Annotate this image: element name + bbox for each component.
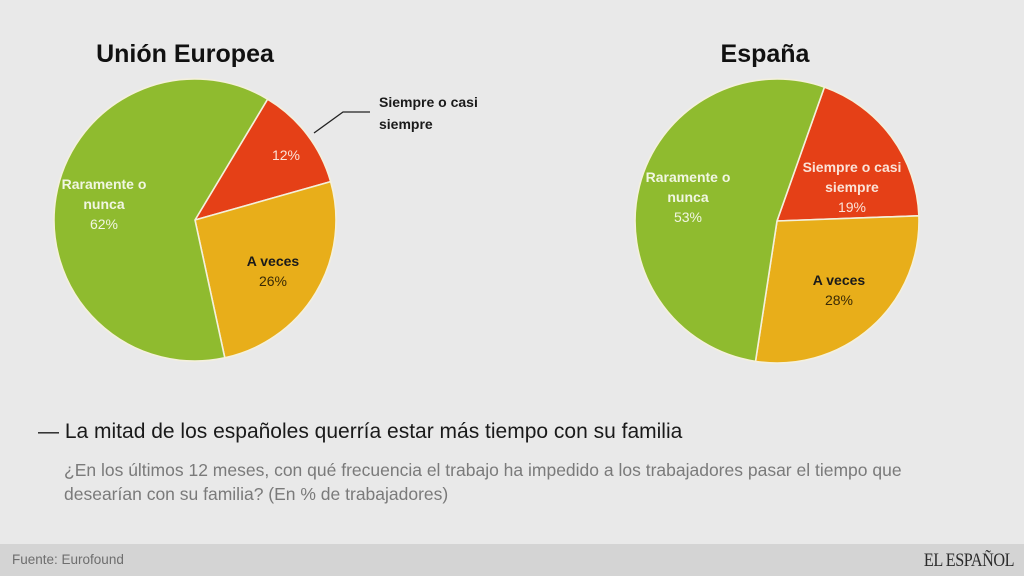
- eu-siempre-pct: 12%: [272, 147, 300, 163]
- es-aveces-label: A veces: [813, 272, 866, 288]
- es-slice-a-veces: [754, 215, 920, 364]
- pie-charts-canvas: 12% Siempre o casi siempre A veces 26% R…: [53, 78, 920, 364]
- chart-title-eu: Unión Europea: [96, 40, 274, 68]
- headline: — La mitad de los españoles querría esta…: [38, 420, 683, 443]
- es-siempre-label-line2: siempre: [825, 179, 879, 195]
- source-label: Fuente: Eurofound: [12, 552, 124, 567]
- es-slice-raramente: [634, 78, 826, 363]
- es-slice-siempre: [776, 86, 920, 222]
- es-siempre-pct: 19%: [838, 199, 866, 215]
- footer-bar: Fuente: Eurofound EL ESPAÑOL: [0, 544, 1024, 576]
- eu-callout-label-line2: siempre: [379, 116, 433, 132]
- eu-slice-a-veces: [194, 180, 337, 359]
- eu-raramente-label-line2: nunca: [83, 196, 124, 212]
- pie-chart-spain: [634, 78, 920, 364]
- chart-title-spain: España: [720, 40, 810, 68]
- eu-callout-label-line1: Siempre o casi: [379, 94, 478, 110]
- eu-raramente-pct: 62%: [90, 216, 118, 232]
- eu-raramente-label-line1: Raramente o: [62, 176, 147, 192]
- eu-aveces-pct: 26%: [259, 273, 287, 289]
- es-raramente-label-line1: Raramente o: [646, 169, 731, 185]
- es-raramente-label-line2: nunca: [667, 189, 708, 205]
- subtitle: ¿En los últimos 12 meses, con qué frecue…: [64, 460, 902, 504]
- pie-chart-eu: [53, 78, 337, 362]
- es-aveces-pct: 28%: [825, 292, 853, 308]
- eu-aveces-label: A veces: [247, 253, 300, 269]
- es-raramente-pct: 53%: [674, 209, 702, 225]
- es-siempre-label-line1: Siempre o casi: [803, 159, 902, 175]
- eu-slice-siempre: [194, 98, 332, 221]
- callout-leader-line: [313, 111, 370, 134]
- eu-slice-raramente: [53, 78, 269, 362]
- brand-logo: EL ESPAÑOL: [923, 550, 1015, 571]
